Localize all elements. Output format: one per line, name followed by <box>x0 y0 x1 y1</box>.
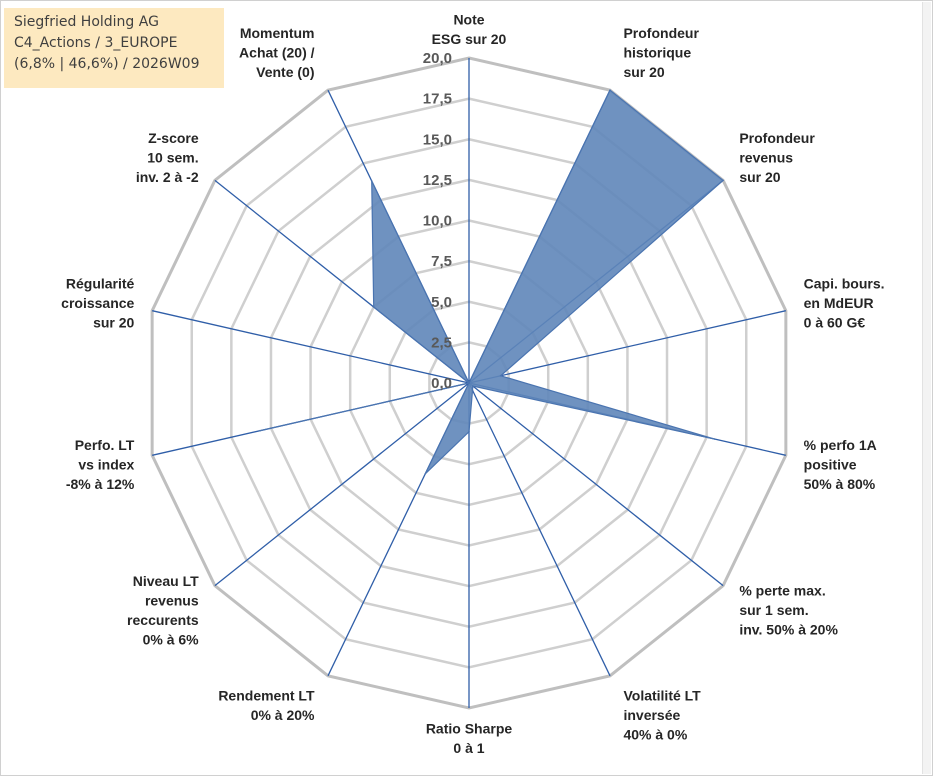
category-label-3: Capi. bours. en MdEUR 0 à 60 G€ <box>804 275 885 330</box>
category-label-7: Ratio Sharpe 0 à 1 <box>426 721 513 757</box>
category-label-10: Perfo. LT vs index -8% à 12% <box>66 437 135 492</box>
series-point-12 <box>372 306 375 308</box>
series-point-4 <box>713 438 716 440</box>
tick-label: 2,5 <box>431 334 452 351</box>
category-label-2: Profondeur revenus sur 20 <box>739 130 815 185</box>
radar-series <box>259 89 725 475</box>
category-label-9: Niveau LT revenus reccurents 0% à 6% <box>127 573 199 648</box>
tick-label: 7,5 <box>431 253 452 270</box>
series-point-10 <box>259 429 261 432</box>
category-label-1: Profondeur historique sur 20 <box>623 25 699 80</box>
series-point-11 <box>468 382 470 384</box>
tick-label: 17,5 <box>423 91 452 108</box>
category-label-4: % perfo 1A positive 50% à 80% <box>804 437 877 492</box>
category-label-5: % perte max. sur 1 sem. inv. 50% à 20% <box>739 583 838 638</box>
info-company-name: Siegfried Holding AG <box>14 14 159 30</box>
category-label-8: Rendement LT 0% à 20% <box>218 688 315 724</box>
tick-label: 0,0 <box>431 375 452 392</box>
category-label-12: Z-score 10 sem. inv. 2 à -2 <box>136 130 199 185</box>
series-point-6 <box>471 389 474 392</box>
info-category: C4_Actions / 3_EUROPE <box>14 35 178 51</box>
vertical-scrollbar[interactable] <box>922 2 931 774</box>
tick-label: 15,0 <box>423 131 452 148</box>
info-stats-week: (6,8% | 46,6%) / 2026W09 <box>14 56 200 72</box>
axis-spoke-5 <box>468 382 724 587</box>
series-point-5 <box>472 385 474 387</box>
tick-label: 20,0 <box>423 50 452 67</box>
tick-label: 12,5 <box>423 172 452 189</box>
axis-spoke-6 <box>468 382 611 677</box>
tick-label: 5,0 <box>431 294 452 311</box>
series-point-1 <box>609 89 611 91</box>
axis-spoke-3 <box>468 310 786 384</box>
series-point-3 <box>499 374 502 377</box>
category-labels: Note ESG sur 20 Profondeur historique sur 20… <box>61 12 884 757</box>
tick-label: 10,0 <box>423 213 452 230</box>
radial-tick-labels: 0,0 2,5 5,0 7,5 10,0 12,5 15,0 17,5 20,0 <box>423 50 452 392</box>
info-box: Siegfried Holding AG C4_Actions / 3_EURO… <box>4 8 224 88</box>
axis-spoke-9 <box>214 382 470 587</box>
category-label-13: Momentum Achat (20) / Vente (0) <box>239 25 315 80</box>
category-label-11: Régularité croissance sur 20 <box>61 275 134 330</box>
category-label-6: Volatilité LT inversée 40% à 0% <box>623 688 701 743</box>
series-point-8 <box>424 472 427 475</box>
series-point-7 <box>468 430 470 433</box>
category-label-0: Note ESG sur 20 <box>432 12 507 48</box>
series-point-2 <box>722 179 724 182</box>
axis-spoke-11 <box>152 310 470 384</box>
series-point-13 <box>370 180 373 182</box>
